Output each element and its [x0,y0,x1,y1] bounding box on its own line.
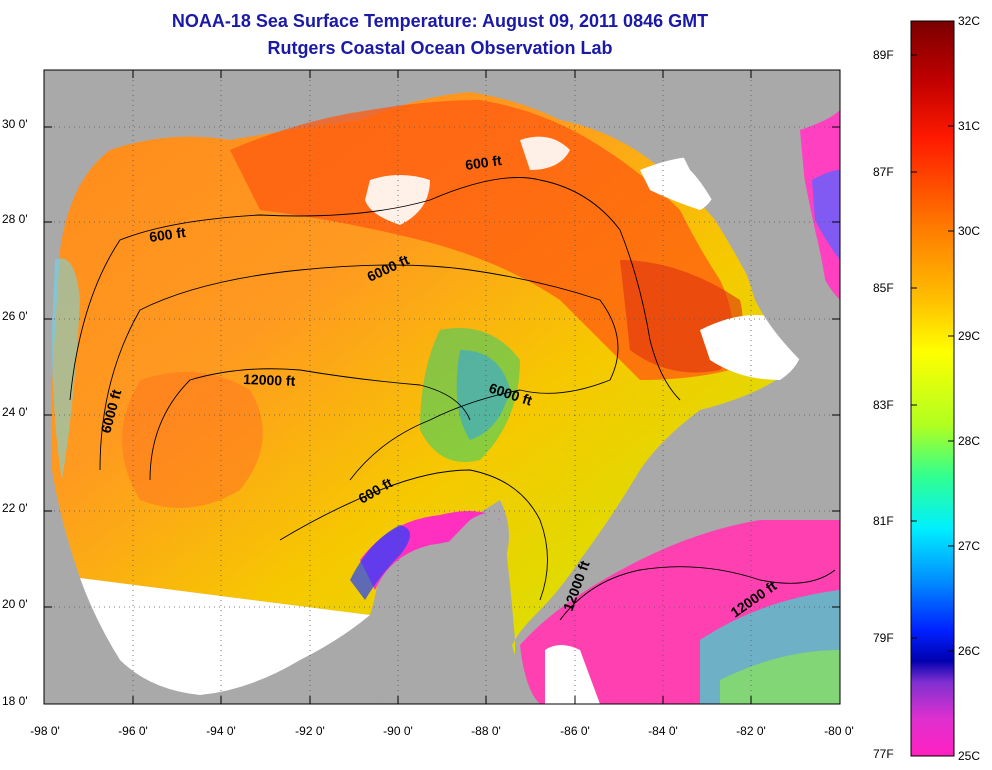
colorbar-f-label: 85F [873,281,894,295]
contour-12000ft [149,368,471,481]
colorbar [910,20,955,757]
lon-label-86: -86 0' [560,724,590,738]
contour-600ft-south [279,469,548,601]
colorbar-f-label: 87F [873,165,894,179]
colorbar-f-label: 89F [873,48,894,62]
cuba-land [640,466,828,520]
contour-12000ft-carib [559,566,836,621]
lon-label-88: -88 0' [471,724,501,738]
lat-label-20: 20 0' [2,597,28,611]
colorbar-c-label: 27C [958,539,981,553]
colorbar-c-label: 32C [958,14,981,28]
lat-label-22: 22 0' [2,501,28,515]
colorbar-f-label: 79F [873,631,894,645]
colorbar-c-label: 31C [958,119,981,133]
map-frame [43,69,841,705]
contour-600ft [69,177,681,401]
yucatan-land [380,513,515,704]
lon-label-94: -94 0' [206,724,236,738]
lon-label-90: -90 0' [383,724,413,738]
florida-land [680,100,830,360]
map-subtitle: Rutgers Coastal Ocean Observation Lab [267,38,613,58]
lat-label-26: 26 0' [2,309,28,323]
lon-label-96: -96 0' [118,724,148,738]
lat-label-30: 30 0' [2,117,28,131]
contour-6000ft [99,264,619,481]
lon-label-82: -82 0' [736,724,766,738]
colorbar-f-label: 77F [873,747,894,761]
colorbar-c-label: 28C [958,434,981,448]
lat-label-18: 18 0' [2,694,28,708]
lon-label-84: -84 0' [648,724,678,738]
contour-label: 600 ft [464,152,503,173]
lon-label-80: -80 0' [824,724,854,738]
colorbar-c-label: 26C [958,644,981,658]
colorbar-c-label: 30C [958,224,981,238]
colorbar-c-label: 25C [958,749,981,763]
lat-label-28: 28 0' [2,212,28,226]
lon-label-98: -98 0' [30,724,60,738]
colorbar-c-label: 29C [958,329,981,343]
map-title: NOAA-18 Sea Surface Temperature: August … [171,11,709,31]
contour-label: 600 ft [148,224,187,245]
lat-label-24: 24 0' [2,405,28,419]
lon-label-92: -92 0' [295,724,325,738]
colorbar-f-label: 83F [873,398,894,412]
colorbar-f-label: 81F [873,514,894,528]
contour-label: 12000 ft [243,371,296,389]
